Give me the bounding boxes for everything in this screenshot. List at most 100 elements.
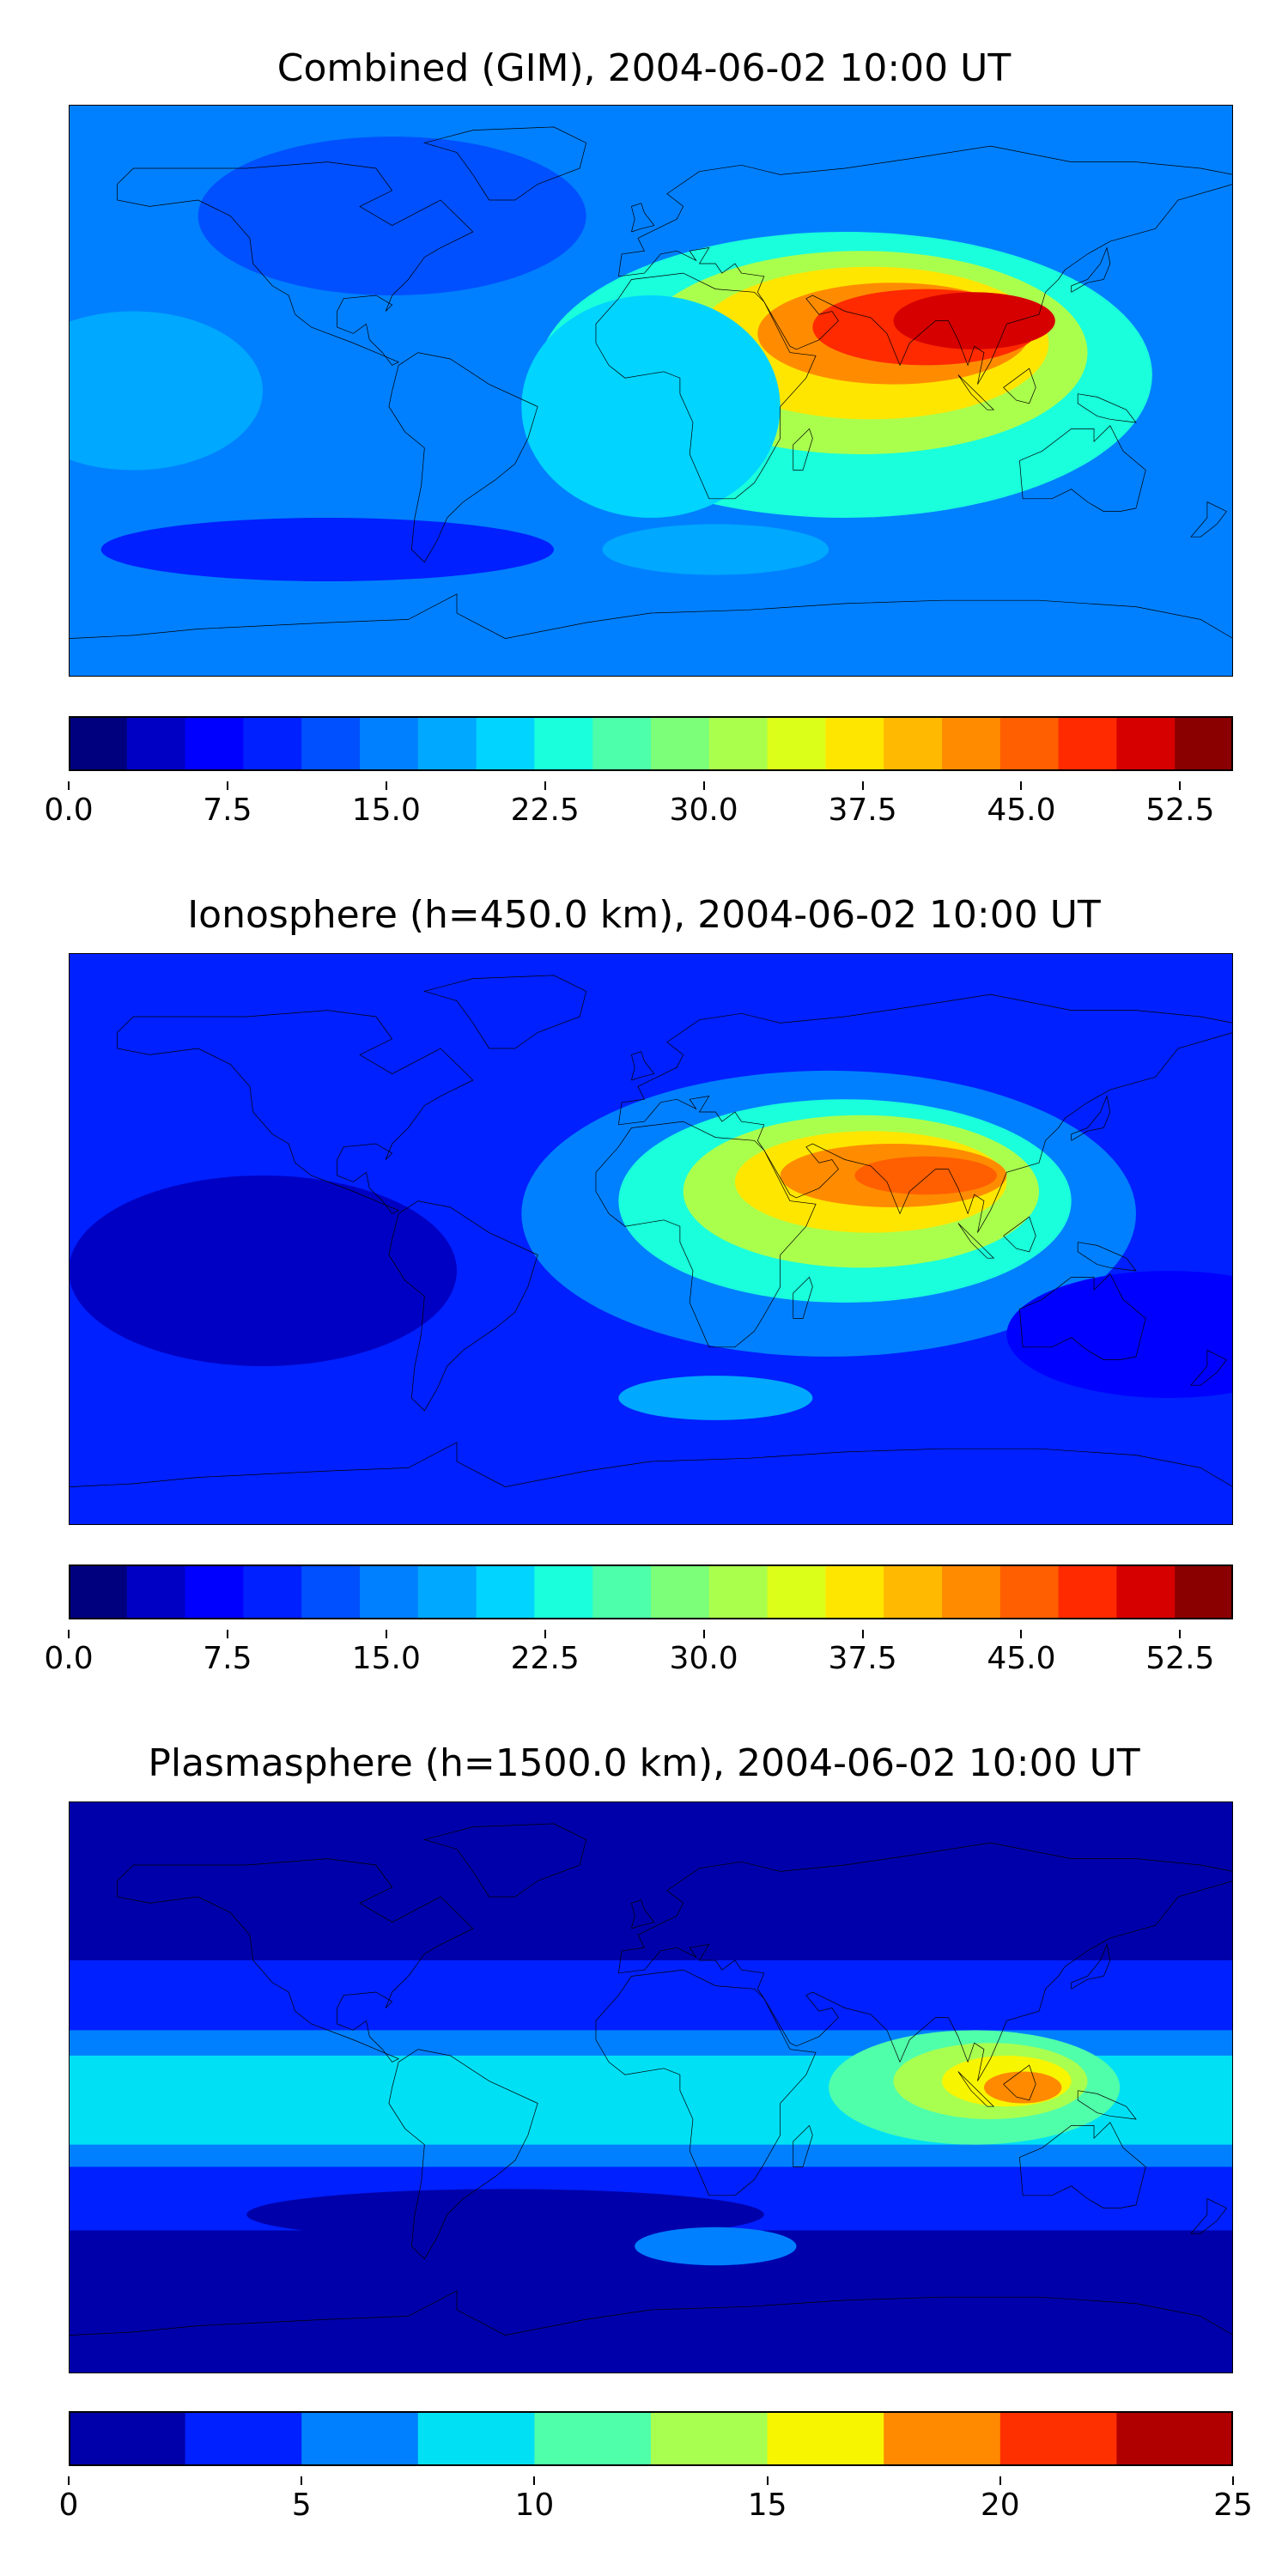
colorbar-tick-mark xyxy=(702,1630,705,1638)
field-contour xyxy=(69,311,263,471)
colorbar-tick-label: 5 xyxy=(291,2488,312,2523)
colorbar-tick-mark xyxy=(226,781,228,790)
colorbar-swatch xyxy=(185,1564,244,1619)
coastline xyxy=(596,1121,816,1347)
map-combined xyxy=(69,105,1233,677)
colorbar-tick-mark xyxy=(385,1630,387,1638)
colorbar-tick-mark xyxy=(1020,1630,1023,1638)
colorbar-swatch xyxy=(651,1564,710,1619)
colorbar-swatch xyxy=(1175,716,1233,771)
colorbar-swatch xyxy=(69,2411,186,2466)
coastline xyxy=(1078,1242,1136,1271)
field-contour xyxy=(69,1176,457,1366)
colorbar-swatch xyxy=(301,2411,419,2466)
coastline xyxy=(596,1970,816,2196)
coastline xyxy=(958,2072,993,2107)
coastline xyxy=(1072,248,1110,293)
colorbar-ticks-ionosphere: 0.0 7.5 15.0 22.5 30.0 37.5 45.0 52.5 xyxy=(44,1630,1233,1683)
colorbar-swatch xyxy=(942,1564,1001,1619)
colorbar-swatch xyxy=(476,716,535,771)
colorbar-tick-mark xyxy=(68,1630,70,1638)
colorbar-swatch xyxy=(884,716,943,771)
colorbar-swatch xyxy=(534,2411,652,2466)
colorbar-swatch xyxy=(1058,716,1117,771)
coastline xyxy=(424,1824,586,1897)
coastline xyxy=(618,1843,1233,2081)
colorbar-swatch xyxy=(126,1564,186,1619)
colorbar-tick-mark xyxy=(301,2476,303,2485)
field-contour xyxy=(246,2189,764,2240)
coastline xyxy=(69,594,1233,639)
coastline xyxy=(1004,368,1036,404)
colorbar-swatch xyxy=(69,716,128,771)
colorbar-tick-label: 52.5 xyxy=(1145,793,1215,828)
coastline xyxy=(389,1201,538,1411)
coastline xyxy=(1019,1274,1145,1360)
colorbar-swatch xyxy=(708,1564,769,1619)
field-contour xyxy=(602,524,829,575)
colorbar-swatch xyxy=(1116,716,1176,771)
colorbar-tick-mark xyxy=(385,781,387,790)
colorbar-swatch xyxy=(651,2411,769,2466)
colorbar-swatch xyxy=(301,1564,361,1619)
colorbar-tick-mark xyxy=(702,781,705,790)
colorbar-tick-label: 0.0 xyxy=(44,793,94,828)
coastline xyxy=(69,1443,1233,1487)
coastline xyxy=(618,146,1233,385)
colorbar-tick-label: 15.0 xyxy=(351,1641,421,1676)
colorbar-tick-label: 45.0 xyxy=(987,793,1056,828)
field-contour xyxy=(618,1376,813,1420)
colorbar-swatch xyxy=(243,1564,302,1619)
colorbar-tick-mark xyxy=(861,781,864,790)
colorbar-tick-label: 37.5 xyxy=(828,793,897,828)
colorbar-tick-mark xyxy=(1020,781,1023,790)
colorbar-swatch xyxy=(476,1564,535,1619)
colorbar-tick-mark xyxy=(544,781,546,790)
field-contour xyxy=(1006,1271,1233,1398)
colorbar-swatch xyxy=(360,1564,419,1619)
colorbar-swatch xyxy=(1058,1564,1117,1619)
colorbar-tick-mark xyxy=(533,2476,536,2485)
colorbar-tick-mark xyxy=(544,1630,546,1638)
colorbar-tick-label: 15 xyxy=(747,2488,787,2523)
field-contour xyxy=(521,295,781,518)
panel-title-combined: Combined (GIM), 2004-06-02 10:00 UT xyxy=(276,46,1012,90)
coastline xyxy=(1019,2123,1145,2208)
colorbar-swatch xyxy=(999,716,1060,771)
colorbar-tick-label: 22.5 xyxy=(510,793,580,828)
colorbar-frame xyxy=(69,1564,1233,1619)
map-plasmasphere xyxy=(69,1801,1233,2373)
field-contour xyxy=(983,2071,1062,2104)
colorbar-swatch xyxy=(767,716,826,771)
coastline xyxy=(1004,1217,1036,1252)
field-contour xyxy=(893,292,1055,349)
panel-title-plasmasphere: Plasmasphere (h=1500.0 km), 2004-06-02 1… xyxy=(148,1741,1140,1785)
colorbar-tick-mark xyxy=(766,2476,769,2485)
colorbar-ticks-plasmasphere: 0 5 10 15 20 25 xyxy=(59,2476,1253,2530)
colorbar-swatch xyxy=(243,716,302,771)
coastline xyxy=(118,162,473,366)
colorbar-tick-label: 0.0 xyxy=(44,1641,94,1676)
colorbar-tick-mark xyxy=(999,2476,1001,2485)
colorbar-swatch xyxy=(1116,2411,1233,2466)
colorbar-swatch xyxy=(884,1564,943,1619)
colorbar-swatch xyxy=(767,2411,884,2466)
colorbar-tick-mark xyxy=(861,1630,864,1638)
colorbar-swatch xyxy=(1116,1564,1176,1619)
colorbar-tick-label: 45.0 xyxy=(987,1641,1056,1676)
map-ionosphere xyxy=(69,953,1233,1525)
colorbar-tick-mark xyxy=(68,781,70,790)
field-contour xyxy=(100,518,554,581)
colorbar-tick-label: 30.0 xyxy=(669,1641,738,1676)
colorbar-swatch xyxy=(417,716,477,771)
field-contour xyxy=(197,137,586,295)
coastline xyxy=(793,2125,813,2166)
coastline xyxy=(424,127,586,200)
colorbar-tick-label: 0 xyxy=(58,2488,79,2523)
coastline xyxy=(389,353,538,562)
coastline xyxy=(793,1277,813,1318)
colorbar-swatch xyxy=(651,716,710,771)
colorbar-swatch xyxy=(185,2411,302,2466)
coastline xyxy=(958,375,993,410)
coastline xyxy=(793,428,813,470)
